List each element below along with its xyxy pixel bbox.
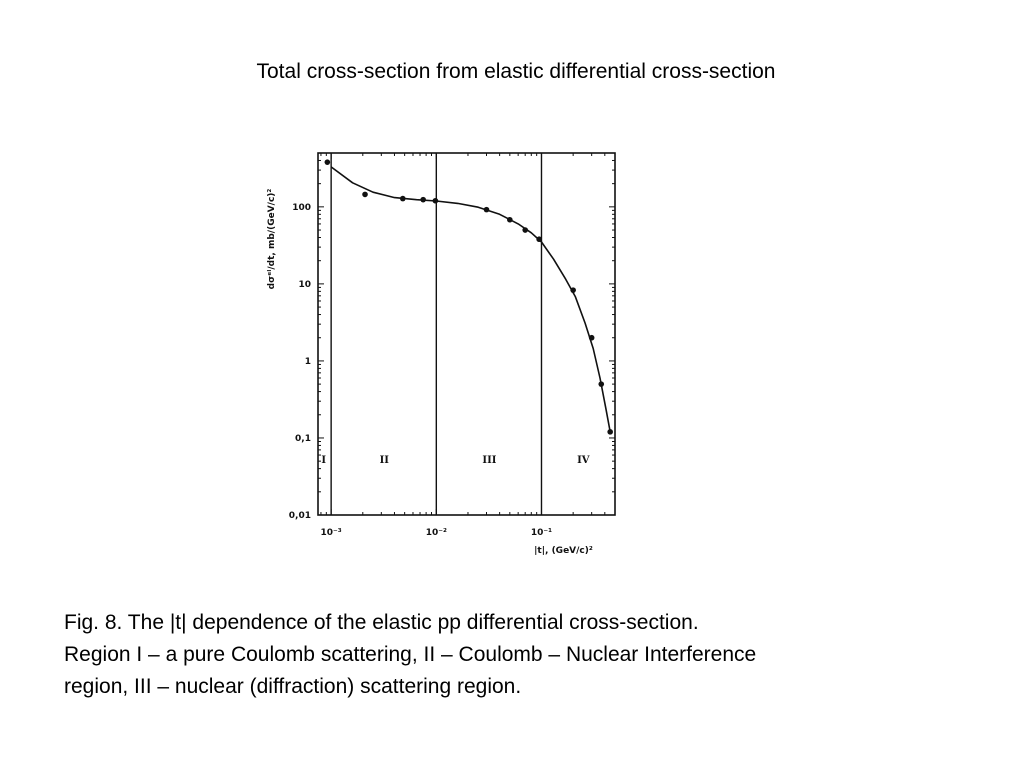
data-point — [570, 287, 576, 293]
data-points — [324, 159, 613, 435]
data-point — [324, 159, 331, 165]
slide-title: Total cross-section from elastic differe… — [256, 60, 776, 83]
caption-line: Region I – a pure Coulomb scattering, II… — [64, 643, 757, 666]
x-tick-label: 10⁻¹ — [531, 528, 552, 538]
y-tick-label: 1 — [305, 357, 311, 367]
y-tick-label: 10 — [298, 280, 311, 290]
caption-line: region, III – nuclear (diffraction) scat… — [64, 675, 522, 698]
figure-caption: Fig. 8. The |t| dependence of the elasti… — [64, 607, 964, 703]
data-point — [536, 236, 542, 243]
chart-figure: 100 10 1 0,1 0,01 10⁻³ 10⁻² 10⁻¹ I II III IV |t|, … — [230, 115, 670, 585]
data-point — [598, 381, 605, 387]
plot-frame — [317, 152, 616, 516]
data-point — [607, 429, 613, 435]
x-tick-label: 10⁻³ — [321, 528, 342, 538]
caption-line: Fig. 8. The |t| dependence of the elasti… — [64, 611, 699, 634]
region-label: I — [321, 455, 326, 466]
x-axis-label: |t|, (GeV/c)² — [534, 546, 593, 556]
y-axis-label: dσᵉˡ/dt, mb/(GeV/c)² — [267, 189, 277, 290]
axis-ticks — [318, 152, 616, 516]
data-point — [522, 227, 528, 233]
data-point — [588, 334, 595, 341]
region-label: IV — [577, 455, 590, 466]
x-tick-label: 10⁻² — [426, 528, 447, 538]
data-point — [399, 195, 406, 202]
data-point — [507, 216, 513, 223]
data-point — [420, 196, 426, 203]
region-labels: I II III IV — [321, 455, 589, 466]
data-point — [483, 206, 490, 213]
region-boundary-lines — [330, 153, 543, 515]
axis-tick-labels: 100 10 1 0,1 0,01 10⁻³ 10⁻² 10⁻¹ — [289, 203, 552, 538]
plot-frame-group — [317, 152, 616, 516]
y-tick-label: 0,1 — [295, 434, 311, 444]
fit-curve — [330, 166, 611, 433]
fit-curve-group — [330, 166, 611, 433]
data-point — [362, 191, 368, 198]
region-label: III — [482, 455, 496, 466]
region-label: II — [380, 455, 390, 466]
y-tick-label: 100 — [292, 203, 311, 213]
data-point — [432, 197, 439, 204]
y-tick-label: 0,01 — [289, 511, 311, 521]
